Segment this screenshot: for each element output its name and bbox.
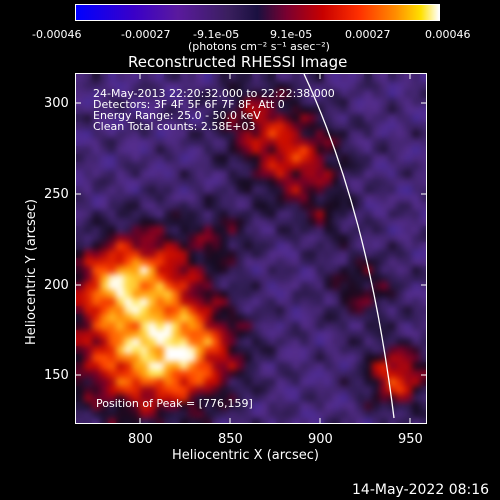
colorbar-tick-label: -9.1e-05: [193, 28, 240, 41]
x-tick-label: 950: [398, 432, 423, 447]
plot-title: Reconstructed RHESSI Image: [128, 53, 348, 71]
colorbar-tick-label: 0.00027: [345, 28, 391, 41]
heatmap-image: [76, 74, 426, 423]
x-tick-label: 900: [308, 432, 333, 447]
info-energy-range: Energy Range: 25.0 - 50.0 keV: [93, 109, 261, 122]
colorbar: [75, 4, 440, 21]
heatmap-plot: 24-May-2013 22:20:32.000 to 22:22:38.000…: [75, 73, 427, 424]
y-tick-label: 300: [44, 96, 69, 111]
footer-timestamp: 14-May-2022 08:16: [352, 482, 490, 498]
colorbar-tick-label: 9.1e-05: [270, 28, 313, 41]
colorbar-unit-label: (photons cm⁻² s⁻¹ asec⁻²): [188, 40, 330, 53]
info-total-counts: Clean Total counts: 2.58E+03: [93, 120, 256, 133]
y-tick-label: 150: [44, 368, 69, 383]
info-detectors: Detectors: 3F 4F 5F 6F 7F 8F, Att 0: [93, 98, 285, 111]
x-tick-label: 800: [128, 432, 153, 447]
plot-overlay: [303, 74, 395, 419]
colorbar-tick-label: -0.00027: [121, 28, 171, 41]
colorbar-tick-label: 0.00046: [425, 28, 471, 41]
y-axis-label: Heliocentric Y (arcsec): [24, 199, 39, 345]
y-tick-label: 250: [44, 187, 69, 202]
peak-position: Position of Peak = [776,159]: [96, 397, 253, 410]
x-axis-label: Heliocentric X (arcsec): [172, 448, 319, 463]
colorbar-tick-label: -0.00046: [32, 28, 82, 41]
y-tick-label: 200: [44, 278, 69, 293]
limb-curve: [303, 74, 395, 419]
info-time-range: 24-May-2013 22:20:32.000 to 22:22:38.000: [93, 87, 335, 100]
x-tick-label: 850: [218, 432, 243, 447]
